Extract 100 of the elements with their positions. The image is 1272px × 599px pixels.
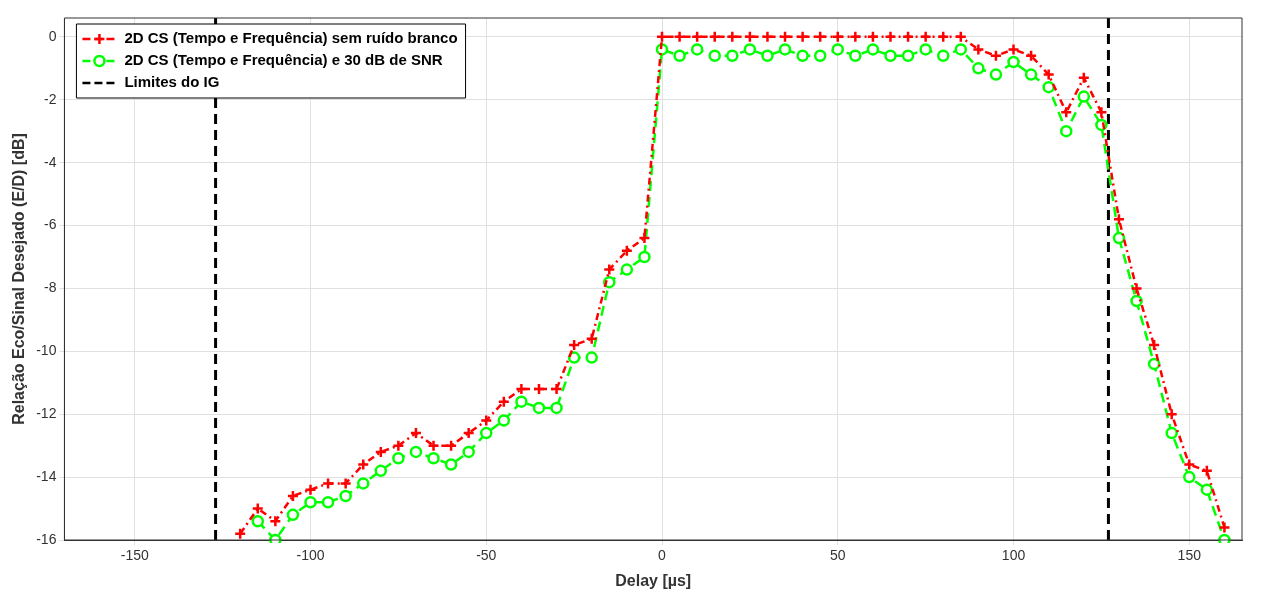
point bbox=[708, 30, 721, 44]
point bbox=[515, 382, 528, 396]
point bbox=[690, 30, 704, 44]
point bbox=[1077, 71, 1091, 84]
x-tick-label: -150 bbox=[120, 547, 149, 564]
point bbox=[726, 30, 739, 44]
point bbox=[567, 351, 581, 364]
point bbox=[1183, 470, 1196, 484]
y-tick-label: -16 bbox=[36, 530, 57, 547]
point bbox=[1042, 68, 1055, 81]
point bbox=[286, 508, 300, 522]
point bbox=[726, 49, 739, 62]
point bbox=[497, 414, 511, 427]
point bbox=[356, 458, 370, 471]
point bbox=[1147, 357, 1161, 371]
x-tick-label: -100 bbox=[296, 547, 325, 564]
legend-label: 2D CS (Tempo e Frequência) sem ruído branco bbox=[124, 29, 458, 47]
point bbox=[866, 43, 880, 56]
point bbox=[936, 49, 950, 62]
point bbox=[849, 30, 862, 44]
point bbox=[1024, 49, 1038, 62]
point bbox=[462, 445, 475, 459]
point bbox=[532, 401, 546, 415]
point bbox=[849, 49, 862, 62]
point bbox=[444, 439, 458, 452]
y-tick-label: 0 bbox=[48, 27, 57, 44]
point bbox=[901, 49, 915, 62]
point bbox=[1007, 55, 1020, 69]
point bbox=[936, 30, 950, 44]
point bbox=[778, 30, 792, 44]
point bbox=[515, 395, 528, 408]
ref-line-label: Limites do IG bbox=[124, 73, 220, 91]
point bbox=[831, 43, 845, 56]
point bbox=[901, 30, 915, 44]
y-tick-label: -2 bbox=[43, 90, 57, 107]
point bbox=[1042, 80, 1055, 94]
point bbox=[620, 244, 634, 257]
point bbox=[673, 30, 686, 44]
point bbox=[251, 502, 265, 515]
point bbox=[954, 43, 968, 56]
point bbox=[620, 263, 634, 276]
point bbox=[1165, 407, 1178, 421]
y-tick-label: -12 bbox=[36, 405, 57, 422]
point bbox=[884, 30, 897, 44]
point bbox=[1112, 231, 1126, 245]
point bbox=[392, 451, 405, 465]
point bbox=[339, 489, 352, 503]
point bbox=[409, 445, 423, 459]
point bbox=[304, 496, 317, 509]
point bbox=[989, 68, 1003, 81]
point bbox=[1024, 68, 1038, 81]
point bbox=[1095, 106, 1108, 119]
point bbox=[374, 464, 388, 478]
y-tick-label: -14 bbox=[36, 467, 57, 484]
point bbox=[778, 43, 792, 56]
point bbox=[638, 231, 651, 245]
x-axis-title: Delay [µs] bbox=[615, 571, 692, 589]
point bbox=[339, 477, 352, 490]
point bbox=[480, 426, 493, 440]
point bbox=[567, 338, 581, 352]
point bbox=[1147, 338, 1161, 352]
x-tick-label: 100 bbox=[1001, 547, 1026, 564]
point bbox=[1130, 282, 1143, 295]
point bbox=[585, 332, 598, 345]
point bbox=[603, 263, 616, 276]
point bbox=[1077, 90, 1091, 103]
point bbox=[743, 30, 757, 44]
point bbox=[655, 30, 669, 44]
point bbox=[884, 49, 897, 62]
point bbox=[1130, 294, 1143, 308]
point bbox=[497, 395, 511, 408]
point bbox=[1183, 458, 1196, 471]
legend-label: 2D CS (Tempo e Frequência) e 30 dB de SNR bbox=[124, 51, 443, 69]
point bbox=[462, 426, 475, 440]
point bbox=[1112, 213, 1126, 226]
point bbox=[392, 439, 405, 452]
point bbox=[972, 62, 985, 75]
point bbox=[286, 489, 300, 503]
y-tick-label: -10 bbox=[36, 342, 57, 359]
x-tick-label: 150 bbox=[1177, 547, 1202, 564]
x-tick-label: 50 bbox=[829, 547, 846, 564]
point bbox=[532, 382, 546, 396]
point bbox=[1200, 483, 1214, 496]
x-tick-label: 0 bbox=[658, 547, 667, 564]
point bbox=[761, 30, 774, 44]
point bbox=[989, 49, 1003, 62]
y-axis-title: Relação Eco/Sinal Desejado (E/D) [dB] bbox=[10, 133, 28, 425]
point bbox=[251, 514, 265, 528]
point bbox=[480, 414, 493, 427]
point bbox=[269, 514, 282, 528]
point bbox=[550, 382, 563, 396]
point bbox=[1218, 521, 1231, 534]
point bbox=[356, 477, 370, 490]
point bbox=[321, 477, 335, 490]
point bbox=[831, 30, 845, 44]
point bbox=[1200, 464, 1214, 478]
point bbox=[866, 30, 880, 44]
y-tick-label: -8 bbox=[43, 279, 57, 296]
point bbox=[1007, 43, 1020, 56]
point bbox=[427, 451, 440, 465]
